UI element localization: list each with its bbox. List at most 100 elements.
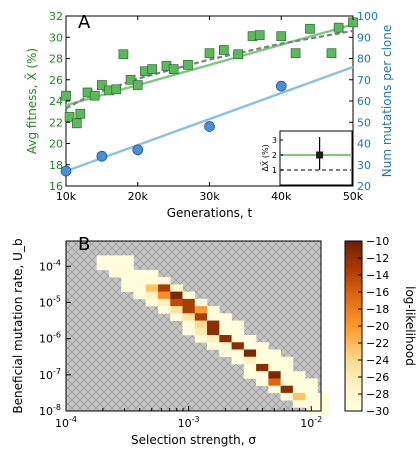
- heatmap-cell: [170, 284, 183, 292]
- fitness-marker: [254, 30, 265, 40]
- y-tick-label: 10-6: [39, 331, 61, 346]
- colorbar-label: log-likelihood: [403, 286, 416, 366]
- heatmap-cell: [170, 313, 183, 321]
- heatmap-cell: [256, 356, 269, 365]
- panel-b-heatmap-cells: [96, 255, 330, 415]
- left-tick-label: 30: [49, 31, 63, 44]
- heatmap-cell: [268, 385, 281, 394]
- fitness-marker: [111, 84, 122, 95]
- right-tick-label: 30: [357, 159, 371, 172]
- heatmap-cell: [231, 356, 245, 365]
- inset-frame: [279, 130, 353, 186]
- fitness-marker: [64, 112, 75, 122]
- colorbar-tick-label: −28: [366, 388, 389, 401]
- heatmap-cell: [305, 385, 318, 394]
- fitness-marker: [233, 49, 244, 60]
- fitness-marker: [61, 90, 71, 101]
- heatmap-cell: [280, 392, 294, 401]
- fitness-marker: [89, 90, 100, 101]
- heatmap-cell: [157, 277, 171, 285]
- heatmap-cell: [243, 371, 257, 379]
- heatmap-cell: [219, 349, 232, 358]
- heatmap-cell: [133, 277, 147, 285]
- right-tick-label: 60: [357, 95, 371, 108]
- fitness-marker: [183, 60, 193, 70]
- colorbar-tick-label: −22: [366, 337, 389, 350]
- heatmap-cell: [170, 291, 183, 300]
- mutations-marker: [132, 144, 144, 156]
- y-tick-base: 10: [39, 369, 53, 382]
- right-tick-label: 20: [357, 180, 371, 193]
- colorbar-tick-label: −12: [366, 252, 389, 265]
- right-tick-label: 90: [357, 31, 371, 44]
- heatmap-cell: [305, 378, 318, 386]
- y-tick-exponent: -5: [53, 294, 61, 303]
- heatmap-cell: [243, 356, 257, 365]
- right-tick-label: 80: [357, 53, 371, 66]
- heatmap-cell: [207, 306, 220, 314]
- heatmap-cell: [157, 284, 171, 292]
- fitness-marker: [290, 48, 301, 59]
- fitness-marker: [305, 23, 315, 34]
- panel-b-ticks: 10-4 10-3 10-210-410-510-610-710-8: [39, 258, 322, 430]
- x-tick-base: 10: [178, 417, 192, 430]
- heatmap-cell: [108, 269, 122, 278]
- heatmap-cell: [170, 306, 183, 314]
- panel-a-ticks: 10k 20k 30k 40k 50k1618202224262830322030405…: [49, 10, 378, 203]
- heatmap-cell: [243, 349, 257, 358]
- fitness-marker: [333, 22, 344, 33]
- heatmap-cell: [121, 284, 134, 292]
- panel-a-inset: 1 2 3ΔX̄ (%): [260, 130, 353, 186]
- fitness-marker: [326, 48, 337, 59]
- colorbar-tick-label: −14: [366, 269, 389, 282]
- heatmap-cell: [292, 385, 306, 394]
- heatmap-cell: [145, 298, 159, 307]
- heatmap-cell: [268, 356, 281, 365]
- colorbar-tick-label: −20: [366, 320, 389, 333]
- heatmap-cell: [207, 342, 220, 350]
- heatmap-cell: [243, 342, 257, 350]
- fitness-marker: [204, 48, 215, 59]
- heatmap-cell: [280, 356, 294, 365]
- heatmap-cell: [121, 262, 134, 271]
- heatmap-cell: [133, 269, 147, 278]
- left-tick-label: 20: [49, 138, 63, 151]
- right-tick-label: 50: [357, 116, 371, 129]
- heatmap-cell: [108, 255, 122, 263]
- x-tick-exponent: -4: [69, 415, 77, 424]
- heatmap-cell: [268, 349, 281, 358]
- colorbar-tick-label: −16: [366, 286, 389, 299]
- heatmap-cell: [207, 313, 220, 321]
- heatmap-cell: [256, 363, 269, 372]
- heatmap-cell: [121, 269, 134, 278]
- mutations-marker: [96, 150, 108, 162]
- heatmap-cell: [292, 371, 306, 379]
- mutations-marker: [60, 165, 72, 177]
- panel-a-left-axis-label: Avg fitness, X̄ (%): [25, 48, 39, 154]
- right-tick-label: 70: [357, 74, 371, 87]
- panel-a-data-markers: [60, 17, 358, 177]
- y-tick-base: 10: [39, 405, 53, 418]
- heatmap-cell: [207, 327, 220, 336]
- heatmap-cell: [194, 327, 208, 336]
- heatmap-cell: [231, 349, 245, 358]
- y-tick-base: 10: [39, 296, 53, 309]
- heatmap-cell: [280, 378, 294, 386]
- x-tick-base: 10: [300, 417, 314, 430]
- panel-a-right-axis-label: Num mutations per clone: [380, 25, 394, 178]
- y-tick-exponent: -4: [53, 258, 61, 267]
- heatmap-cell: [121, 255, 134, 263]
- colorbar-tick-label: −18: [366, 303, 389, 316]
- heatmap-cell: [145, 269, 159, 278]
- heatmap-cell: [194, 320, 208, 329]
- heatmap-cell: [194, 335, 208, 343]
- right-tick-label: 40: [357, 138, 371, 151]
- colorbar: −10 −12 −14 −16 −18 −20 −22 −24 −26 −28 −30 log-lik…: [344, 235, 416, 418]
- heatmap-cell: [292, 378, 306, 386]
- panel-a-x-axis-label: Generations, t: [167, 206, 253, 220]
- heatmap-cell: [157, 298, 171, 307]
- heatmap-cell: [243, 335, 257, 343]
- fit-line-2: [65, 29, 354, 110]
- heatmap-cell: [268, 363, 281, 372]
- heatmap-cell: [182, 298, 196, 307]
